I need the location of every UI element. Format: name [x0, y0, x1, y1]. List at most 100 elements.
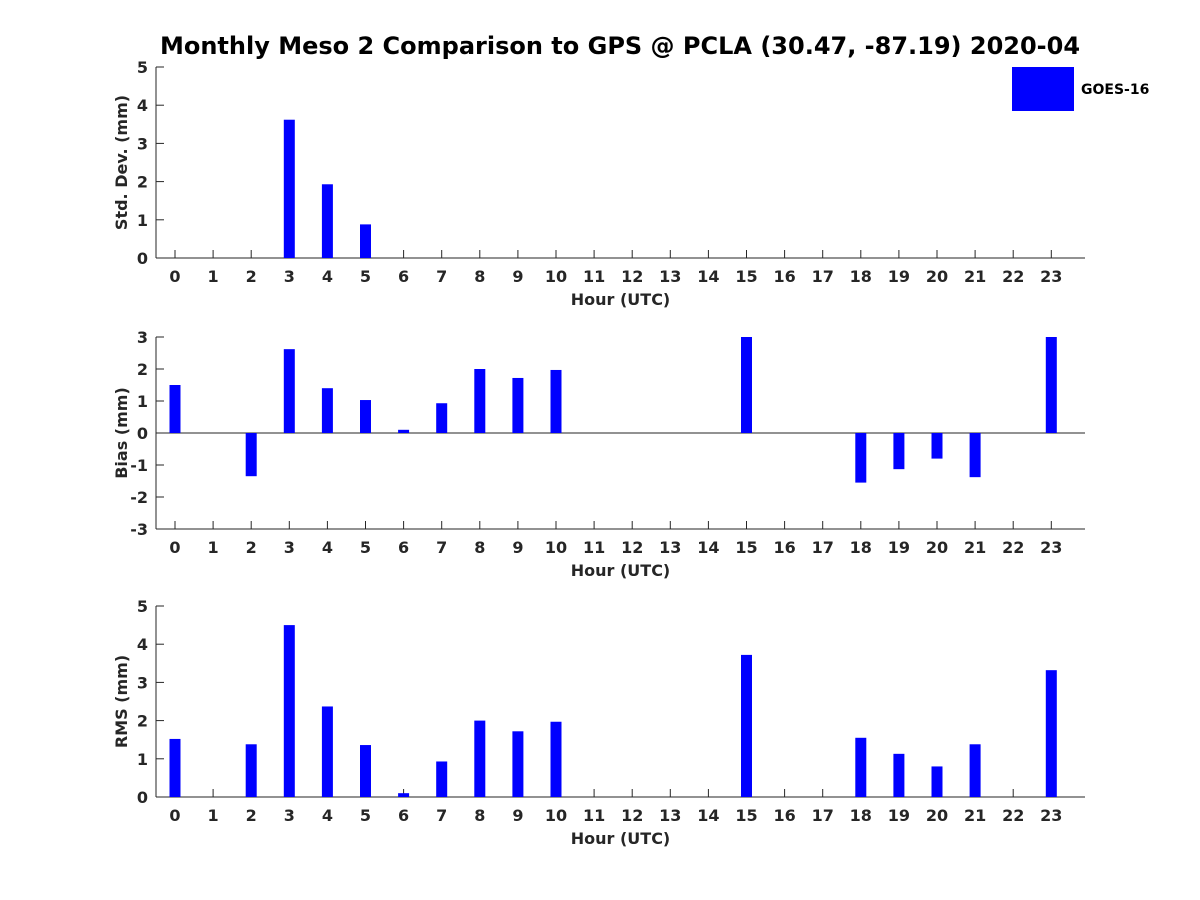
- x-tick-label: 0: [169, 806, 180, 825]
- bar: [474, 720, 486, 797]
- x-tick-label: 7: [436, 267, 447, 286]
- x-tick-label: 6: [398, 538, 409, 557]
- x-tick-label: 11: [583, 267, 605, 286]
- x-tick-label: 18: [850, 806, 872, 825]
- x-tick-label: 12: [621, 267, 643, 286]
- x-tick-label: 16: [773, 538, 795, 557]
- x-tick-label: 23: [1040, 267, 1062, 286]
- bar: [1045, 337, 1057, 433]
- x-tick-label: 1: [208, 538, 219, 557]
- x-tick-label: 8: [474, 538, 485, 557]
- y-tick-label: 3: [137, 134, 148, 153]
- bar: [855, 737, 867, 797]
- x-axis-label: Hour (UTC): [571, 829, 671, 848]
- bar: [321, 184, 333, 258]
- x-tick-label: 5: [360, 806, 371, 825]
- x-tick-label: 21: [964, 267, 986, 286]
- bar: [550, 369, 562, 433]
- x-tick-label: 23: [1040, 538, 1062, 557]
- x-tick-label: 14: [697, 806, 719, 825]
- y-tick-label: 3: [137, 673, 148, 692]
- bar: [169, 738, 181, 797]
- x-axis-label: Hour (UTC): [571, 561, 671, 580]
- x-tick-label: 20: [926, 538, 948, 557]
- bar: [741, 337, 752, 433]
- x-tick-label: 12: [621, 538, 643, 557]
- x-tick-label: 18: [850, 267, 872, 286]
- bar: [283, 625, 295, 797]
- x-tick-label: 22: [1002, 267, 1024, 286]
- y-tick-label: 4: [137, 635, 148, 654]
- x-tick-label: 15: [735, 538, 757, 557]
- x-tick-label: 4: [322, 267, 333, 286]
- y-tick-label: -1: [130, 456, 148, 475]
- x-tick-label: 17: [812, 267, 834, 286]
- x-tick-label: 22: [1002, 538, 1024, 557]
- x-tick-label: 2: [246, 267, 257, 286]
- x-tick-label: 5: [360, 267, 371, 286]
- x-tick-label: 8: [474, 267, 485, 286]
- x-tick-label: 0: [169, 267, 180, 286]
- x-tick-label: 1: [208, 267, 219, 286]
- y-axis-label: RMS (mm): [112, 655, 131, 748]
- x-tick-label: 19: [888, 538, 910, 557]
- x-tick-label: 10: [545, 538, 567, 557]
- x-tick-label: 13: [659, 538, 681, 557]
- bar: [360, 745, 371, 797]
- y-tick-label: 2: [137, 173, 148, 192]
- x-tick-label: 19: [888, 806, 910, 825]
- y-tick-label: 2: [137, 712, 148, 731]
- x-tick-label: 13: [659, 267, 681, 286]
- y-axis-label: Bias (mm): [112, 387, 131, 479]
- x-tick-label: 2: [246, 806, 257, 825]
- bar: [245, 433, 257, 477]
- y-axis-label: Std. Dev. (mm): [112, 95, 131, 230]
- bar: [321, 706, 333, 797]
- bar: [245, 744, 257, 797]
- y-tick-label: 0: [137, 249, 148, 268]
- x-tick-label: 21: [964, 538, 986, 557]
- y-tick-label: 1: [137, 392, 148, 411]
- x-tick-label: 16: [773, 806, 795, 825]
- legend: GOES-16: [1012, 67, 1149, 111]
- y-tick-label: 4: [137, 96, 148, 115]
- x-tick-label: 17: [812, 538, 834, 557]
- y-tick-label: 1: [137, 750, 148, 769]
- x-tick-label: 11: [583, 806, 605, 825]
- x-tick-label: 22: [1002, 806, 1024, 825]
- x-tick-label: 12: [621, 806, 643, 825]
- x-tick-label: 15: [735, 806, 757, 825]
- legend-swatch: [1012, 67, 1074, 111]
- x-tick-label: 15: [735, 267, 757, 286]
- x-tick-label: 11: [583, 538, 605, 557]
- x-tick-label: 4: [322, 806, 333, 825]
- bar: [969, 433, 981, 478]
- bar: [1045, 670, 1057, 797]
- x-tick-label: 16: [773, 267, 795, 286]
- x-tick-label: 23: [1040, 806, 1062, 825]
- y-tick-label: 2: [137, 360, 148, 379]
- bar: [283, 119, 295, 258]
- x-tick-label: 19: [888, 267, 910, 286]
- bar: [741, 654, 752, 797]
- y-tick-label: 1: [137, 211, 148, 230]
- y-tick-label: 5: [137, 597, 148, 616]
- x-tick-label: 4: [322, 538, 333, 557]
- x-tick-label: 3: [284, 538, 295, 557]
- x-tick-label: 6: [398, 267, 409, 286]
- x-axis-label: Hour (UTC): [571, 290, 671, 309]
- x-tick-label: 9: [512, 538, 523, 557]
- bar: [474, 369, 486, 433]
- bar: [512, 377, 524, 433]
- x-tick-label: 20: [926, 806, 948, 825]
- bar: [436, 403, 448, 433]
- bar: [169, 385, 181, 433]
- x-tick-label: 9: [512, 267, 523, 286]
- legend-label: GOES-16: [1081, 82, 1149, 98]
- bar: [893, 433, 905, 470]
